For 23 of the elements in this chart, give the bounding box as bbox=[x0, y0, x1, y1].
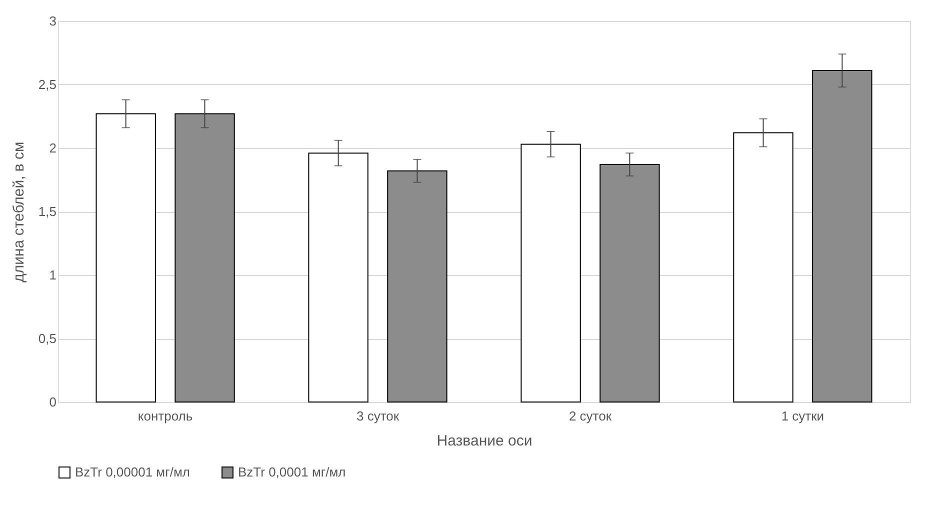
y-tick-label: 1 bbox=[49, 268, 56, 282]
x-tick-label: 3 суток bbox=[356, 408, 400, 424]
y-axis-title: длина стеблей, в см bbox=[10, 142, 28, 282]
y-tick-label: 0,5 bbox=[38, 331, 56, 346]
bar bbox=[812, 70, 872, 402]
x-tick-label: контроль bbox=[138, 408, 193, 424]
y-tick-label: 2,5 bbox=[38, 77, 56, 92]
bar bbox=[733, 132, 794, 402]
legend-label: BzTr 0,00001 мг/мл bbox=[75, 464, 190, 480]
x-tick-label: 1 сутки bbox=[781, 408, 824, 424]
y-tick-label: 1,5 bbox=[38, 204, 56, 219]
bar bbox=[520, 144, 581, 402]
legend-label: BzTr 0,0001 мг/мл bbox=[238, 464, 346, 480]
bar bbox=[308, 152, 368, 402]
y-tick-label: 0 bbox=[49, 394, 56, 410]
y-tick-label: 3 bbox=[49, 14, 56, 28]
bar bbox=[96, 113, 156, 402]
x-axis-title: Название оси bbox=[436, 432, 532, 450]
bar bbox=[174, 113, 235, 402]
bar bbox=[600, 164, 660, 402]
bar bbox=[387, 170, 448, 402]
x-tick-label: 2 суток bbox=[568, 408, 612, 424]
y-tick-label: 2 bbox=[49, 140, 56, 156]
